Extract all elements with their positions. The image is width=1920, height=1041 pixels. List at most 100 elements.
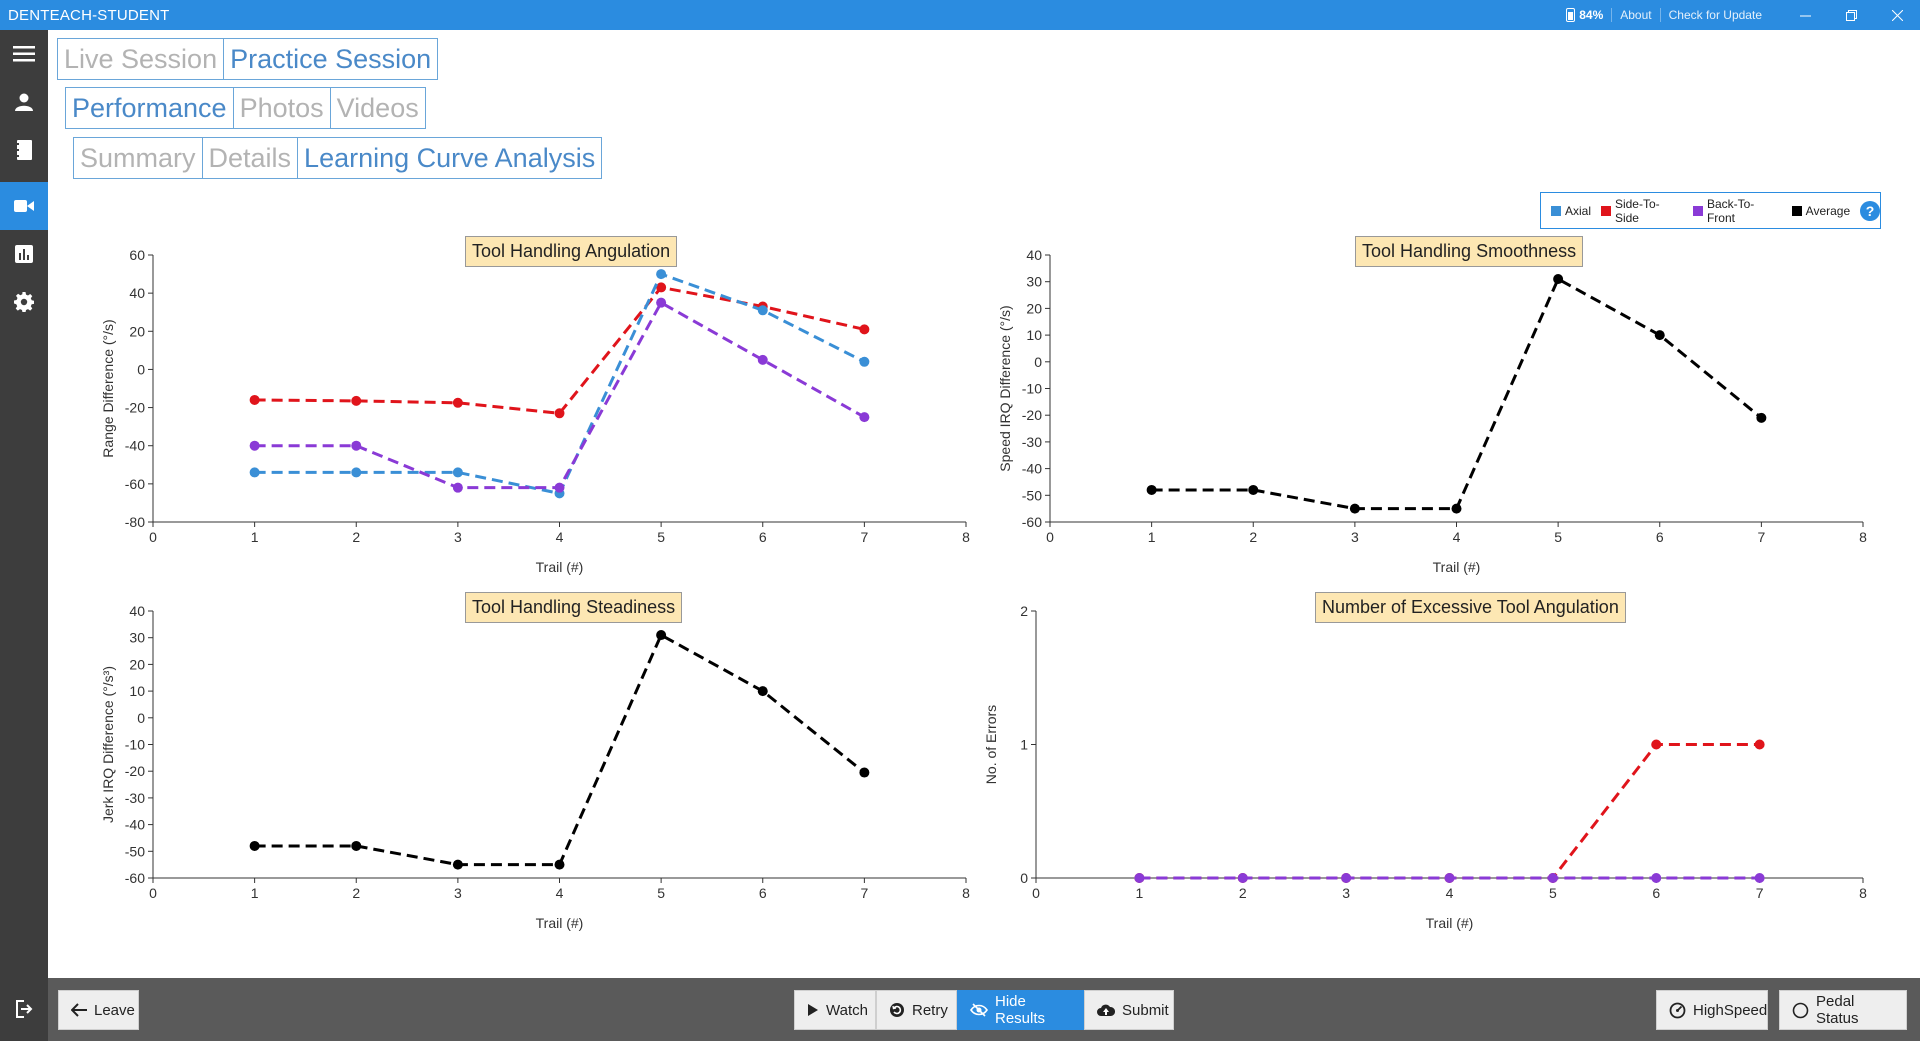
legend-swatch [1693, 205, 1703, 216]
y-tick-label: -60 [1022, 514, 1042, 530]
watch-label: Watch [826, 1001, 868, 1019]
x-tick-label: 8 [1859, 529, 1867, 545]
leave-button[interactable]: Leave [58, 990, 139, 1030]
series-line [254, 272, 866, 496]
tab-summary[interactable]: Summary [80, 143, 196, 173]
data-point [249, 840, 260, 851]
chart-legend: Axial Side-To-Side Back-To-Front Average… [1540, 192, 1881, 229]
speedometer-icon [1669, 1002, 1686, 1018]
x-tick-label: 5 [1549, 885, 1557, 901]
pedal-status-label: Pedal Status [1816, 993, 1859, 1027]
data-point [1553, 274, 1564, 285]
y-tick-label: 0 [137, 361, 145, 377]
data-point [1451, 503, 1462, 514]
x-tick-label: 8 [962, 885, 970, 901]
data-point [1134, 873, 1145, 883]
pedal-status-button[interactable]: Pedal Status [1779, 990, 1907, 1030]
legend-item-axial: Axial [1551, 204, 1591, 218]
y-axis-label: No. of Errors [983, 705, 999, 784]
data-point [1547, 873, 1558, 883]
retry-label: Retry [912, 1001, 948, 1019]
y-tick-label: 0 [1020, 870, 1028, 886]
y-tick-label: -50 [125, 843, 145, 859]
data-point [859, 412, 870, 423]
x-tick-label: 4 [1446, 885, 1454, 901]
data-point [757, 354, 768, 365]
data-point [1444, 873, 1455, 883]
tab-details[interactable]: Details [201, 138, 298, 178]
sidebar-item-video[interactable] [0, 182, 48, 230]
data-point [554, 859, 565, 870]
sidebar-item-user[interactable] [0, 78, 48, 126]
legend-swatch [1791, 205, 1802, 216]
retry-button[interactable]: Retry [876, 990, 957, 1030]
data-point [1341, 873, 1352, 883]
sidebar-item-logout[interactable] [0, 985, 48, 1033]
data-point [1341, 873, 1352, 883]
highspeed-button[interactable]: HighSpeed [1656, 990, 1768, 1030]
x-tick-label: 4 [556, 529, 564, 545]
x-tick-label: 4 [1453, 529, 1461, 545]
legend-swatch [1601, 205, 1611, 216]
data-point [452, 482, 463, 493]
restore-button[interactable] [1828, 0, 1874, 30]
tab-photos[interactable]: Photos [232, 88, 330, 128]
y-axis-label: Jerk IRQ Difference (°/s³) [100, 666, 116, 823]
legend-label: Back-To-Front [1706, 196, 1755, 225]
tab-practice-session[interactable]: Practice Session [223, 39, 437, 79]
x-tick-label: 2 [352, 885, 360, 901]
x-axis-label: Trail (#) [536, 559, 584, 575]
x-tick-label: 7 [1756, 885, 1764, 901]
sidebar-item-notebook[interactable] [0, 126, 48, 174]
battery-level: 84% [1579, 8, 1604, 22]
arrow-left-icon [71, 1003, 87, 1017]
y-tick-label: -40 [1022, 461, 1042, 477]
y-tick-label: -10 [1022, 381, 1042, 397]
x-axis-label: Trail (#) [1433, 559, 1481, 575]
data-point [1754, 873, 1765, 883]
sidebar-item-settings[interactable] [0, 278, 48, 326]
tab-live-session[interactable]: Live Session [64, 44, 218, 74]
x-tick-label: 0 [149, 529, 157, 545]
tab-performance[interactable]: Performance [72, 93, 227, 123]
hide-results-label: Hide Results [995, 993, 1046, 1027]
data-point [554, 482, 565, 493]
data-point [656, 269, 667, 280]
close-button[interactable] [1874, 0, 1920, 30]
data-point [554, 408, 565, 419]
highspeed-label: HighSpeed [1693, 1001, 1768, 1019]
x-tick-label: 7 [860, 529, 868, 545]
y-tick-label: -80 [125, 514, 145, 530]
data-point [249, 467, 260, 478]
watch-button[interactable]: Watch [794, 990, 876, 1030]
data-point [1237, 873, 1248, 883]
y-tick-label: -30 [125, 790, 145, 806]
y-tick-label: 40 [1026, 247, 1042, 263]
sidebar-item-menu[interactable] [0, 30, 48, 78]
data-point [351, 440, 362, 451]
data-point [554, 488, 565, 499]
data-point [656, 297, 667, 308]
y-axis-label: Speed IRQ Difference (°/s) [997, 305, 1013, 471]
y-tick-label: -40 [125, 438, 145, 454]
y-axis-label: Range Difference (°/s) [100, 319, 116, 457]
x-tick-label: 3 [454, 529, 462, 545]
y-tick-label: -20 [1022, 407, 1042, 423]
x-tick-label: 8 [962, 529, 970, 545]
tab-learning-curve-analysis[interactable]: Learning Curve Analysis [297, 138, 601, 178]
help-icon[interactable]: ? [1860, 200, 1880, 221]
sidebar-item-chart[interactable] [0, 230, 48, 278]
x-tick-label: 1 [251, 529, 259, 545]
y-tick-label: 1 [1020, 737, 1028, 753]
minimize-button[interactable] [1782, 0, 1828, 30]
logout-icon [16, 1000, 33, 1018]
hide-results-button[interactable]: Hide Results [957, 990, 1084, 1030]
analysis-tabs: Summary Details Learning Curve Analysis [73, 137, 603, 179]
data-point [249, 394, 260, 405]
chart-title: Number of Excessive Tool Angulation [1315, 592, 1626, 623]
tab-videos[interactable]: Videos [329, 88, 425, 128]
about-link[interactable]: About [1611, 8, 1659, 22]
y-tick-label: -10 [125, 737, 145, 753]
submit-button[interactable]: Submit [1084, 990, 1174, 1030]
check-update-link[interactable]: Check for Update [1659, 8, 1770, 22]
